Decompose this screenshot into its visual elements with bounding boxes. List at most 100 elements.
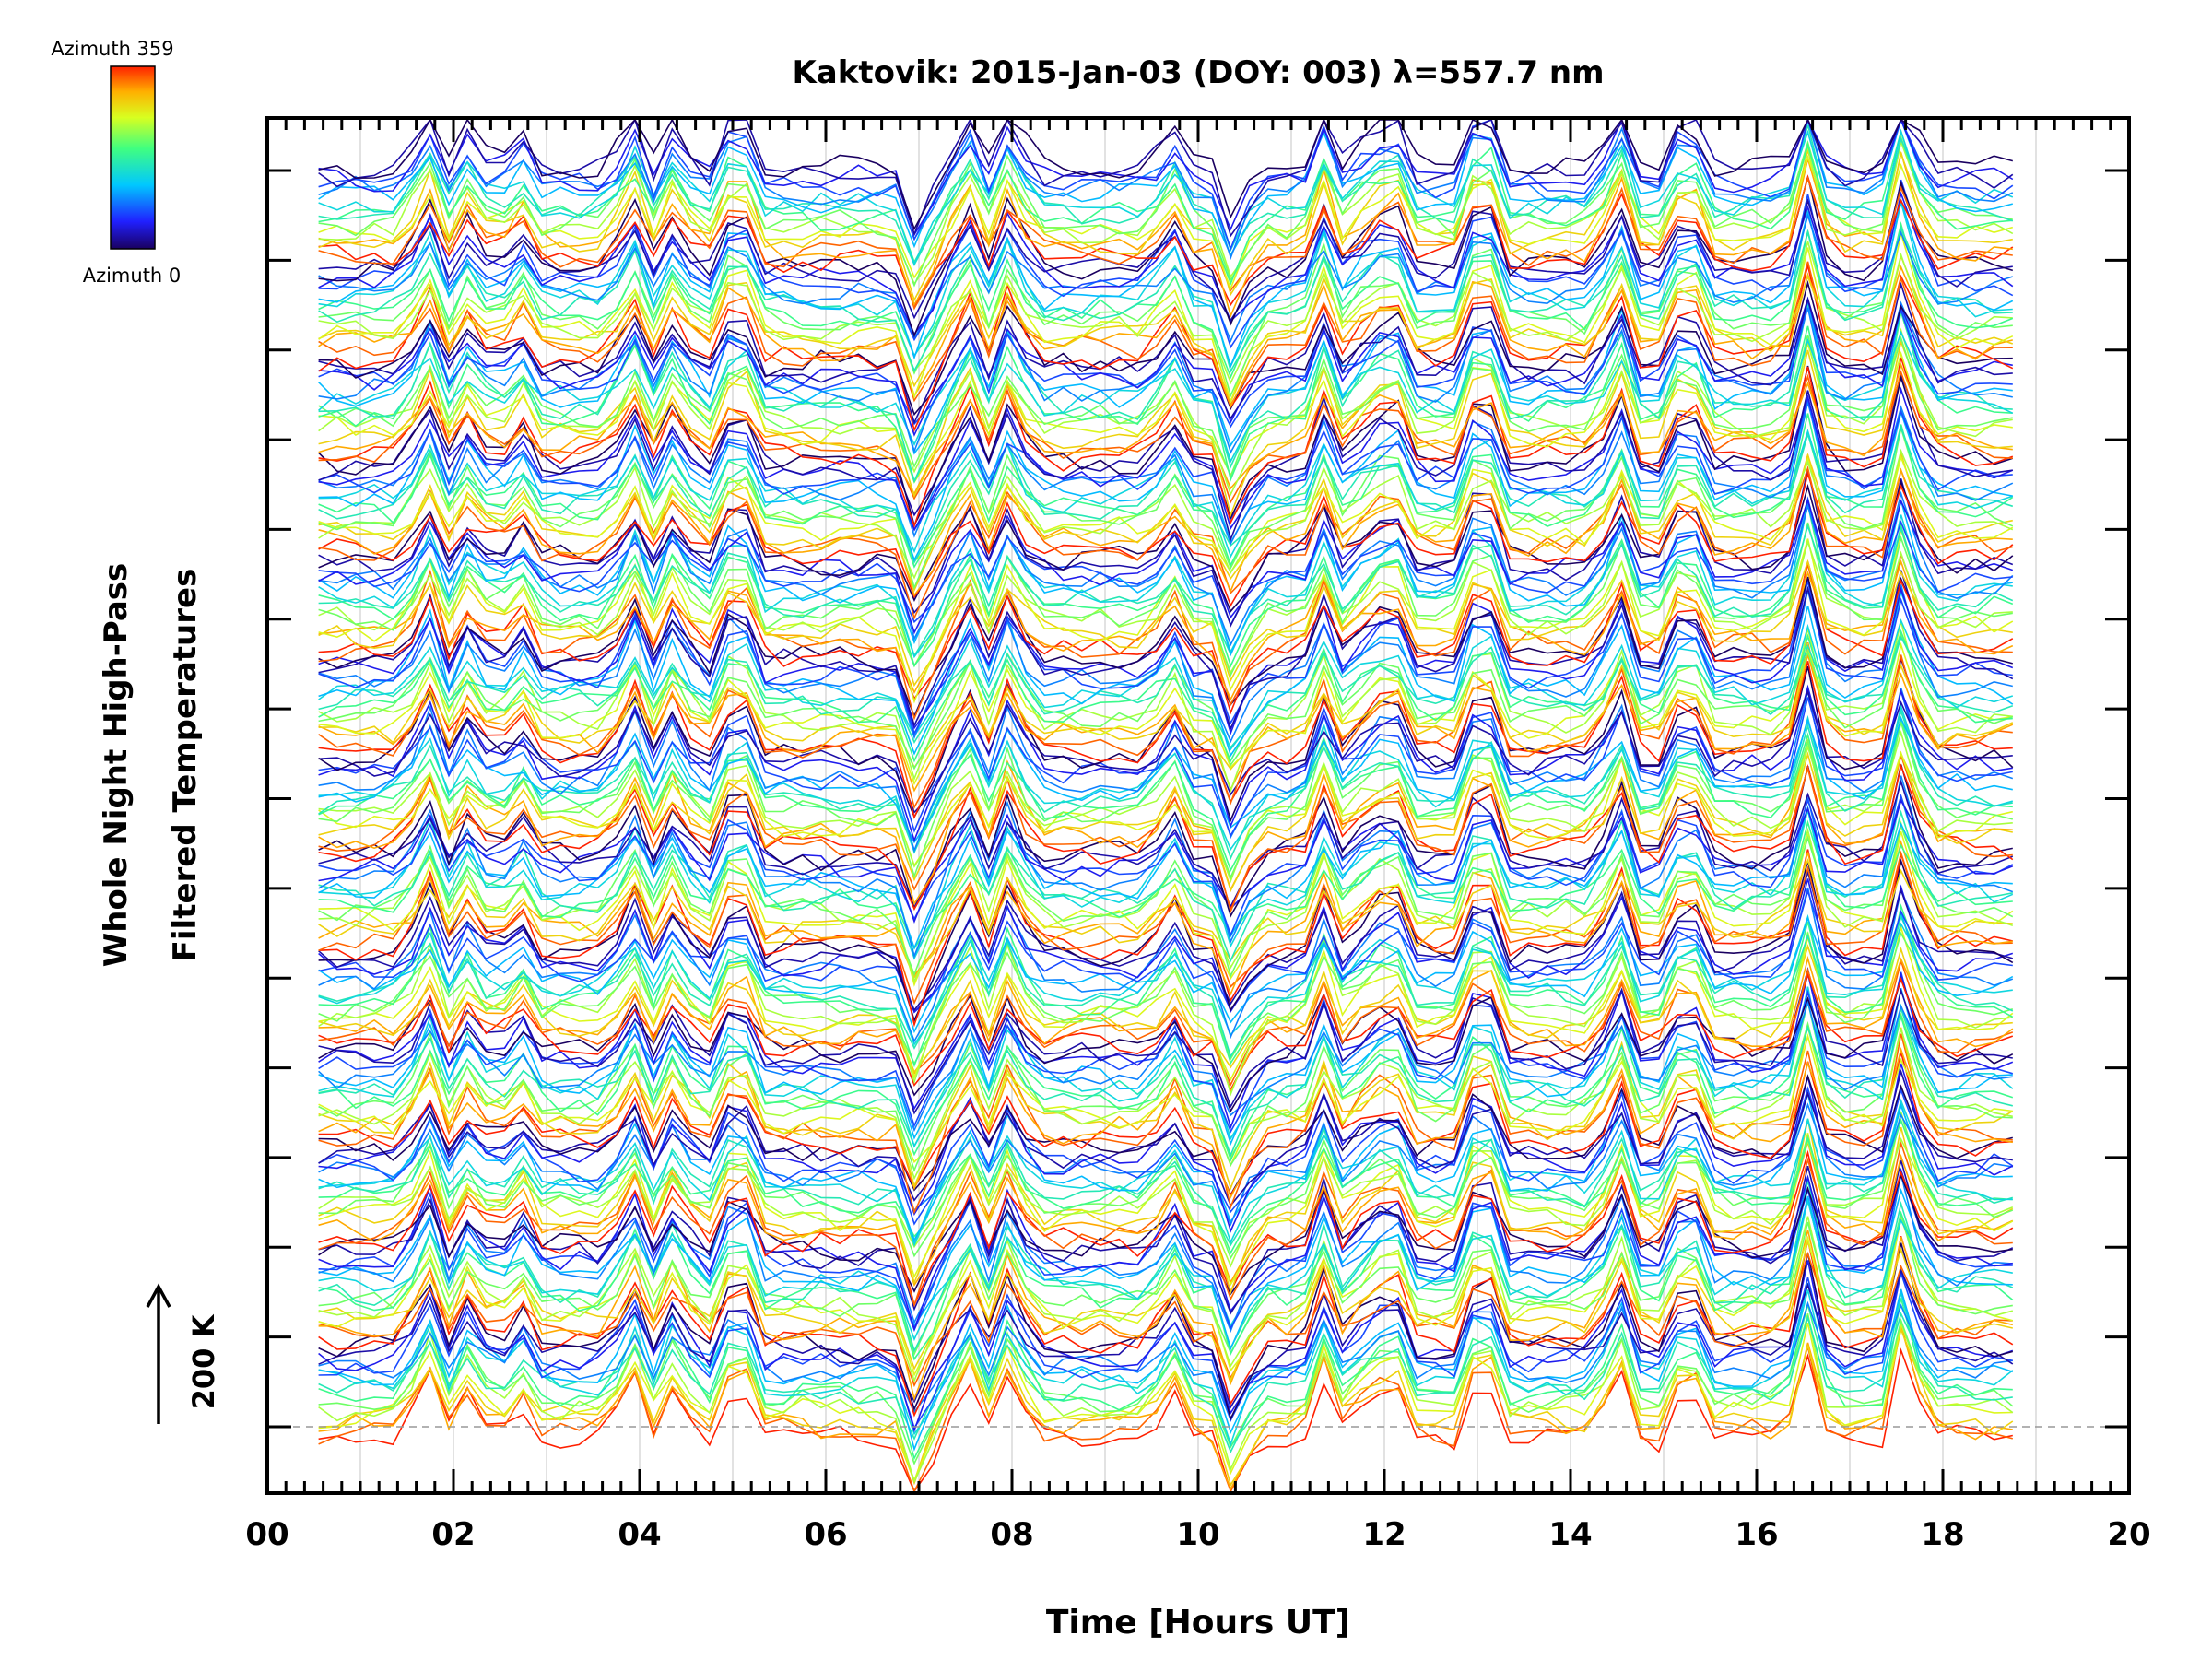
temperature-trace	[318, 955, 2014, 1094]
temperature-trace	[318, 1180, 2014, 1353]
temperature-trace	[318, 1098, 2013, 1246]
temperature-trace	[318, 561, 2014, 715]
temperature-trace	[318, 1236, 2014, 1418]
temperature-trace	[318, 887, 2014, 1043]
temperature-trace	[318, 357, 2014, 528]
temperature-trace	[318, 737, 2013, 882]
y-axis-label-line1: Whole Night High-Pass	[98, 563, 135, 968]
temperature-trace	[318, 830, 2014, 987]
temperature-trace	[318, 570, 2014, 731]
temperature-trace	[318, 1033, 2013, 1168]
temperature-trace	[318, 386, 2014, 532]
temperature-trace	[318, 1289, 2014, 1447]
x-tick-label: 20	[2107, 1516, 2150, 1553]
temperature-trace	[318, 425, 2014, 565]
x-axis-label: Time [Hours UT]	[1046, 1604, 1350, 1641]
temperature-trace	[318, 655, 2014, 823]
temperature-trace	[318, 1002, 2014, 1162]
temperature-trace	[318, 715, 2013, 844]
temperature-trace	[318, 998, 2013, 1133]
temperature-trace	[318, 279, 2013, 417]
temperature-trace	[318, 1238, 2013, 1382]
temperature-trace	[318, 470, 2014, 607]
x-tick-label: 12	[1362, 1516, 1406, 1553]
temperature-trace	[318, 296, 2013, 437]
temperature-trace	[318, 199, 2014, 369]
temperature-trace	[318, 924, 2014, 1082]
temperature-trace	[318, 642, 2013, 810]
temperature-trace	[318, 1136, 2014, 1268]
temperature-trace	[318, 635, 2014, 749]
temperature-trace	[318, 1213, 2013, 1357]
temperature-trace	[318, 688, 2014, 853]
temperature-trace	[318, 154, 2014, 291]
axis-ticks	[265, 118, 2131, 1493]
scale-arrow-head	[146, 1283, 171, 1308]
temperature-trace	[318, 618, 2014, 751]
temperature-trace	[318, 465, 2014, 620]
temperature-trace	[318, 312, 2013, 484]
temperature-trace	[318, 858, 2013, 980]
temperature-trace	[318, 641, 2013, 786]
temperature-trace	[318, 1215, 2013, 1377]
temperature-trace	[318, 1347, 2013, 1494]
temperature-trace	[318, 764, 2013, 918]
temperature-trace	[318, 809, 2013, 963]
temperature-trace	[318, 117, 2014, 237]
temperature-trace	[318, 174, 2014, 308]
temperature-trace	[318, 179, 2014, 349]
temperature-trace	[318, 371, 2013, 542]
temperature-trace	[318, 213, 2014, 343]
temperature-trace	[318, 152, 2013, 319]
temperature-trace	[318, 334, 2013, 478]
temperature-trace	[318, 559, 2013, 688]
y-axis-label-line2: Filtered Temperatures	[167, 569, 204, 962]
temperature-trace	[318, 1260, 2014, 1433]
temperature-trace	[318, 888, 2013, 1014]
temperature-trace	[318, 656, 2013, 819]
temperature-trace	[318, 117, 2014, 231]
x-tick-label: 10	[1176, 1516, 1219, 1553]
temperature-trace	[318, 944, 2013, 1074]
temperature-trace	[318, 116, 2014, 257]
x-tick-labels: 00 02 04 06 08 10 12 14 16 18 20	[245, 1516, 2150, 1553]
colorbar-top-label: Azimuth 359	[51, 38, 173, 60]
temperature-trace	[318, 819, 2013, 950]
temperature-trace	[318, 454, 2014, 573]
temperature-trace	[318, 559, 2014, 701]
temperature-trace	[318, 1230, 2013, 1402]
temperature-trace	[318, 1138, 2014, 1288]
temperature-trace	[318, 369, 2013, 504]
temperature-trace	[318, 1324, 2014, 1494]
temperature-trace	[318, 504, 2014, 668]
temperature-trace	[318, 413, 2014, 569]
temperature-trace	[318, 868, 2014, 1012]
colorbar	[110, 65, 156, 250]
temperature-trace	[318, 402, 2014, 546]
temperature-trace	[318, 795, 2014, 960]
temperature-trace	[318, 496, 2013, 627]
temperature-trace	[318, 134, 2013, 288]
temperature-trace	[318, 1119, 2014, 1295]
temperature-trace	[318, 958, 2014, 1087]
temperature-trace	[318, 241, 2013, 385]
temperature-trace	[318, 524, 2014, 658]
temperature-trace	[318, 1326, 2014, 1488]
temperature-trace	[318, 910, 2014, 1034]
temperature-trace	[318, 265, 2014, 432]
x-tick-label: 06	[804, 1516, 847, 1553]
temperature-trace	[318, 793, 2014, 937]
temperature-trace	[318, 300, 2013, 429]
chart-title: Kaktovik: 2015-Jan-03 (DOY: 003) λ=557.7…	[792, 54, 1604, 91]
temperature-traces	[318, 116, 2014, 1494]
temperature-trace	[318, 1068, 2013, 1207]
temperature-trace	[318, 1063, 2014, 1233]
temperature-trace	[318, 1110, 2014, 1260]
temperature-trace	[318, 138, 2014, 286]
x-tick-label: 14	[1548, 1516, 1592, 1553]
temperature-trace	[318, 365, 2014, 528]
temperature-trace	[318, 620, 2013, 794]
temperature-trace	[318, 454, 2013, 597]
temperature-trace	[318, 708, 2013, 861]
x-tick-label: 08	[990, 1516, 1033, 1553]
